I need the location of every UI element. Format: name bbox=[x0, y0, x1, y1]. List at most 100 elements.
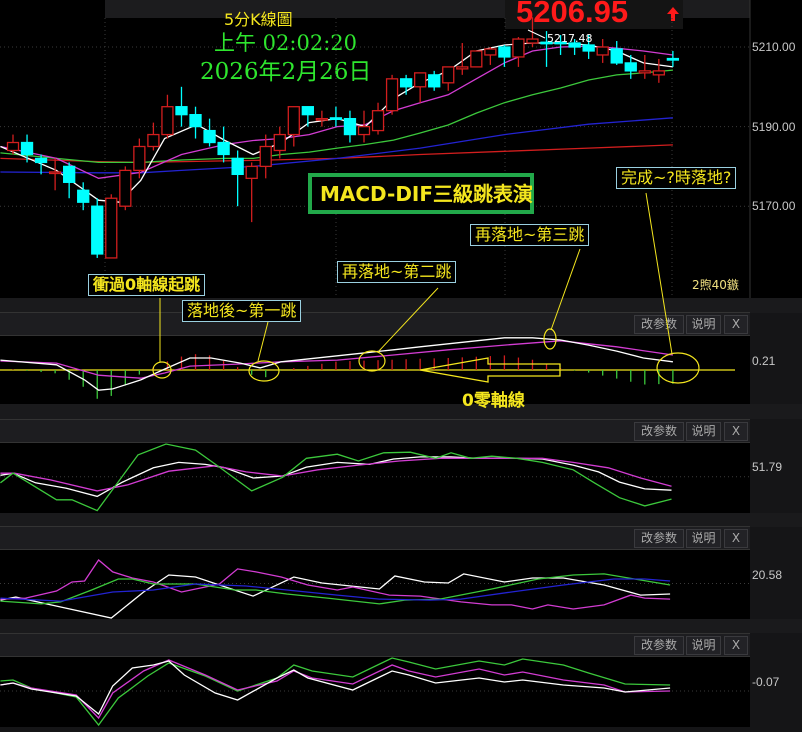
edit-params-button[interactable]: 改参数 bbox=[634, 422, 684, 441]
candle-body bbox=[540, 41, 553, 45]
candle-body bbox=[34, 157, 48, 164]
candle-body bbox=[6, 141, 20, 152]
clock-time: 上午 02:02:20 bbox=[214, 31, 357, 55]
annotation-zero-axis: 0零軸線 bbox=[462, 391, 525, 411]
annotation-pointer-line bbox=[550, 248, 581, 331]
candle-body bbox=[414, 72, 427, 88]
candle-body bbox=[91, 205, 104, 255]
candle-body bbox=[399, 78, 413, 88]
candle-body bbox=[456, 66, 469, 70]
candle-body bbox=[189, 114, 202, 128]
annotation-pointer-line bbox=[257, 321, 269, 362]
candle-body bbox=[20, 141, 34, 156]
candle-body bbox=[161, 106, 174, 136]
help-button[interactable]: 说明 bbox=[686, 529, 721, 548]
annotation-finish: 完成~?時落地? bbox=[616, 167, 737, 189]
candle-body bbox=[273, 133, 286, 152]
pane-separator[interactable] bbox=[0, 513, 802, 527]
pane3-line-green bbox=[0, 573, 671, 605]
up-arrow-stem bbox=[671, 13, 675, 21]
candle-body bbox=[610, 48, 623, 64]
candle-body bbox=[147, 133, 160, 148]
help-button[interactable]: 说明 bbox=[686, 315, 721, 334]
price-tick: 5210.00 bbox=[752, 40, 796, 54]
annotation-circle bbox=[543, 328, 557, 350]
candle-body bbox=[217, 141, 230, 156]
edit-params-button[interactable]: 改参数 bbox=[634, 529, 684, 548]
pane-separator[interactable] bbox=[0, 619, 802, 633]
pane2-line-green bbox=[0, 443, 672, 512]
edit-params-button[interactable]: 改参数 bbox=[634, 636, 684, 655]
candle-body bbox=[526, 38, 539, 44]
candle-body bbox=[470, 50, 483, 68]
candle-body bbox=[287, 106, 300, 136]
annotation-jump-2: 再落地~第二跳 bbox=[337, 261, 457, 283]
pane3-header: 改参数 说明 X bbox=[0, 526, 750, 550]
candle-body bbox=[512, 38, 525, 58]
pane4-line-white bbox=[0, 660, 671, 716]
close-pane-button[interactable]: X bbox=[724, 636, 748, 655]
annotation-circle bbox=[152, 361, 172, 379]
pane4-line-green bbox=[0, 657, 671, 727]
pane3-line-magenta bbox=[0, 559, 671, 610]
candle-body bbox=[259, 145, 272, 168]
pane3-value-label: 20.58 bbox=[752, 568, 783, 582]
close-pane-button[interactable]: X bbox=[724, 529, 748, 548]
pane2-line-white bbox=[0, 456, 672, 498]
candle-body bbox=[624, 62, 637, 72]
annotation-circle bbox=[358, 350, 386, 372]
candle-body bbox=[666, 57, 680, 61]
annotation-title: MACD-DIF三級跳表演 bbox=[320, 182, 534, 206]
candle-body bbox=[638, 70, 651, 74]
candle-body bbox=[119, 169, 132, 207]
candle-body bbox=[554, 41, 567, 45]
zero-axis-arrow-icon bbox=[419, 357, 561, 383]
price-tick: 5190.00 bbox=[752, 120, 796, 134]
price-tick: 5170.00 bbox=[752, 199, 796, 213]
candle-body bbox=[498, 46, 511, 58]
candle-body bbox=[596, 46, 609, 56]
pane2-header: 改参数 说明 X bbox=[0, 419, 750, 443]
high-marker-pointer bbox=[527, 29, 546, 39]
pane2 bbox=[0, 443, 750, 513]
clock-date: 2026年2月26日 bbox=[200, 59, 372, 85]
candle-body bbox=[105, 197, 118, 259]
ma-line-green bbox=[0, 69, 673, 164]
candle-body bbox=[484, 48, 497, 56]
candle-body bbox=[245, 165, 258, 179]
candle-body bbox=[652, 70, 665, 76]
candle-body bbox=[48, 171, 62, 175]
macd-pane-header: 改参数 说明 X bbox=[0, 312, 750, 336]
help-button[interactable]: 说明 bbox=[686, 636, 721, 655]
macd-dea-line bbox=[0, 340, 673, 379]
candle-body bbox=[77, 189, 90, 203]
candle-body bbox=[315, 117, 329, 121]
annotation-jump-3: 再落地~第三跳 bbox=[470, 224, 590, 246]
candle-body bbox=[175, 106, 188, 116]
pane-separator[interactable] bbox=[0, 404, 802, 419]
last-price: 5206.95 bbox=[516, 0, 629, 29]
candle-body bbox=[357, 125, 371, 136]
candle-body bbox=[231, 157, 244, 176]
pane2-value-label: 51.79 bbox=[752, 460, 783, 474]
annotation-pointer-line bbox=[377, 287, 439, 353]
pane4-header: 改参数 说明 X bbox=[0, 633, 750, 657]
macd-value-label: 0.21 bbox=[752, 354, 776, 368]
candle-body bbox=[568, 42, 581, 48]
candle-body bbox=[385, 78, 399, 112]
candle-body bbox=[343, 117, 357, 136]
close-pane-button[interactable]: X bbox=[724, 315, 748, 334]
ma-line-red bbox=[0, 144, 673, 164]
close-pane-button[interactable]: X bbox=[724, 422, 748, 441]
help-button[interactable]: 说明 bbox=[686, 422, 721, 441]
candle-body bbox=[428, 74, 441, 88]
up-arrow-icon bbox=[667, 7, 679, 14]
annotation-jump-1: 落地後~第一跳 bbox=[182, 300, 302, 322]
annotation-jump-start: 衝過0軸線起跳 bbox=[88, 274, 206, 296]
candle-body bbox=[329, 117, 343, 120]
annotation-title-box bbox=[308, 173, 534, 214]
annotation-pointer-line bbox=[645, 192, 673, 355]
candle-body bbox=[371, 110, 385, 132]
pane3-line-blue bbox=[0, 578, 671, 602]
last-price-box bbox=[505, 0, 683, 29]
